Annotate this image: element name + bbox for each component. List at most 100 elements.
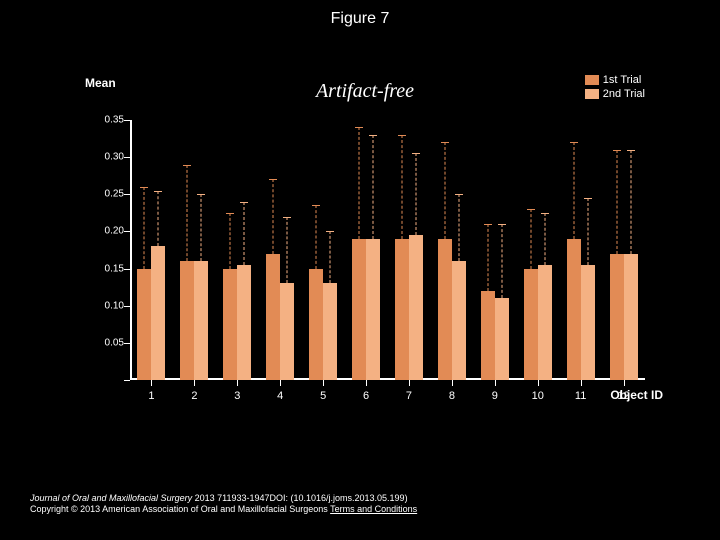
legend-label: 1st Trial (603, 74, 642, 86)
error-cap (455, 194, 463, 195)
x-tick-label: 7 (406, 390, 412, 402)
x-tick-label: 4 (277, 390, 283, 402)
x-tick (624, 380, 625, 386)
bar (266, 254, 280, 380)
y-tick (124, 231, 130, 232)
x-tick-label: 2 (191, 390, 197, 402)
bar (438, 239, 452, 380)
bar (237, 265, 251, 380)
x-tick-label: 1 (148, 390, 154, 402)
error-cap (326, 231, 334, 232)
bar (395, 239, 409, 380)
bar (323, 283, 337, 380)
error-bar (373, 135, 374, 239)
x-tick-label: 10 (532, 390, 544, 402)
y-tick-label: 0.35 (92, 115, 124, 126)
bar (538, 265, 552, 380)
citation-detail: 2013 711933-1947DOI: (10.1016/j.joms.201… (192, 493, 408, 503)
y-tick (124, 194, 130, 195)
x-tick (323, 380, 324, 386)
error-cap (570, 142, 578, 143)
error-bar (359, 127, 360, 238)
bar (452, 261, 466, 380)
error-cap (527, 209, 535, 210)
error-cap (183, 165, 191, 166)
x-tick (581, 380, 582, 386)
y-tick-label: 0.20 (92, 226, 124, 237)
x-tick (237, 380, 238, 386)
error-cap (154, 191, 162, 192)
x-tick (366, 380, 367, 386)
error-bar (287, 217, 288, 284)
journal-name: Journal of Oral and Maxillofacial Surger… (30, 493, 192, 503)
error-cap (355, 127, 363, 128)
bar (524, 269, 538, 380)
bar (610, 254, 624, 380)
error-cap (312, 205, 320, 206)
y-tick (124, 157, 130, 158)
error-bar (273, 179, 274, 253)
error-bar (401, 135, 402, 239)
error-cap (398, 135, 406, 136)
error-bar (415, 153, 416, 235)
citation-line2: Copyright © 2013 American Association of… (30, 504, 690, 516)
error-cap (541, 213, 549, 214)
y-tick (124, 120, 130, 121)
x-tick-label: 5 (320, 390, 326, 402)
chart-area: Mean Artifact-free 1st Trial 2nd Trial 0… (85, 80, 645, 420)
bar (495, 298, 509, 380)
error-bar (587, 198, 588, 265)
error-cap (197, 194, 205, 195)
error-bar (573, 142, 574, 239)
bar (624, 254, 638, 380)
error-cap (484, 224, 492, 225)
figure-label: Figure 7 (0, 10, 720, 28)
x-tick (194, 380, 195, 386)
bar (366, 239, 380, 380)
error-cap (613, 150, 621, 151)
error-bar (630, 150, 631, 254)
x-tick (452, 380, 453, 386)
error-cap (412, 153, 420, 154)
error-cap (441, 142, 449, 143)
legend-item: 1st Trial (585, 74, 645, 86)
x-tick (280, 380, 281, 386)
error-cap (584, 198, 592, 199)
legend: 1st Trial 2nd Trial (585, 74, 645, 102)
y-tick (124, 269, 130, 270)
y-tick-label: 0.30 (92, 152, 124, 163)
terms-link[interactable]: Terms and Conditions (330, 504, 417, 514)
bar (581, 265, 595, 380)
error-bar (187, 165, 188, 262)
legend-label: 2nd Trial (603, 88, 645, 100)
copyright-text: Copyright © 2013 American Association of… (30, 504, 330, 514)
bar (352, 239, 366, 380)
y-tick-label: 0.10 (92, 300, 124, 311)
bar (223, 269, 237, 380)
x-axis-label: Object ID (610, 388, 663, 402)
bar (409, 235, 423, 380)
y-tick-label: 0.05 (92, 337, 124, 348)
error-cap (369, 135, 377, 136)
bar (280, 283, 294, 380)
legend-swatch-2 (585, 89, 599, 99)
error-bar (501, 224, 502, 298)
error-bar (444, 142, 445, 239)
error-cap (226, 213, 234, 214)
bar (481, 291, 495, 380)
error-bar (330, 231, 331, 283)
error-bar (458, 194, 459, 261)
bar (194, 261, 208, 380)
plot-region: 0.050.100.150.200.250.300.35123456789101… (130, 120, 645, 380)
y-tick-label: 0.15 (92, 263, 124, 274)
x-tick (409, 380, 410, 386)
error-bar (316, 205, 317, 268)
error-cap (240, 202, 248, 203)
page: Figure 7 Mean Artifact-free 1st Trial 2n… (0, 0, 720, 540)
error-bar (616, 150, 617, 254)
bar (137, 269, 151, 380)
bar (180, 261, 194, 380)
bar (309, 269, 323, 380)
citation: Journal of Oral and Maxillofacial Surger… (30, 493, 690, 516)
error-bar (487, 224, 488, 291)
